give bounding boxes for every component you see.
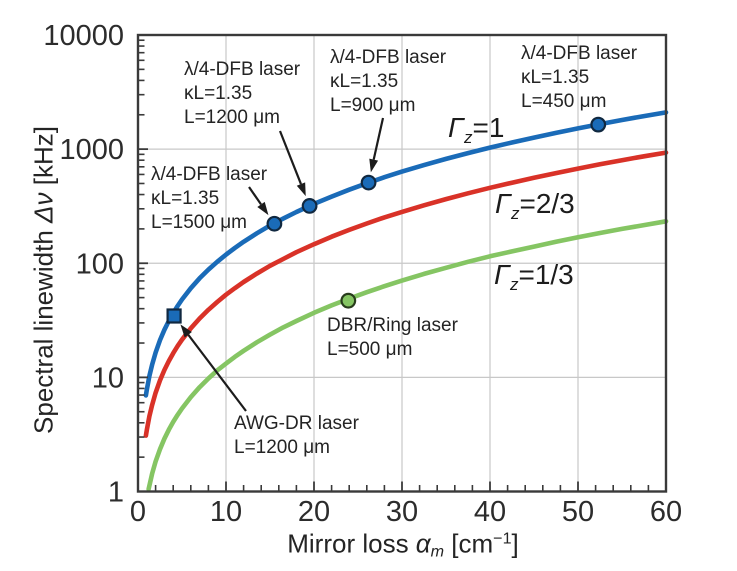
x-tick-label: 20 [298, 496, 330, 528]
gamma-subscript: z [463, 128, 473, 147]
data-marker-circle [301, 198, 318, 214]
x-tick-label: 0 [130, 496, 146, 528]
x-tick-label: 60 [650, 496, 682, 528]
x-axis-unit-open: [cm [444, 528, 494, 559]
annotation-arrowhead [257, 201, 269, 216]
y-axis-title-symbol: Δν [28, 192, 59, 223]
annotation-arrow [278, 130, 302, 185]
curve-label-gamma-1: Γz=1 [448, 112, 504, 148]
annotation-line: κL=1.35 [330, 71, 399, 92]
annotation-line: L=1200 μm [184, 107, 280, 128]
y-tick-label: 1000 [59, 134, 124, 166]
annotation-line: L=900 μm [330, 95, 416, 116]
annotation-arrow [248, 186, 262, 206]
y-axis-title: Spectral linewidth Δν [kHz] [29, 126, 60, 434]
annotation-line: κL=1.35 [151, 188, 220, 209]
gamma-value: =1/3 [518, 259, 574, 290]
data-marker-circle [340, 292, 357, 309]
annotation-dfb-1200: λ/4-DFB laser κL=1.35 L=1200 μm [184, 58, 300, 130]
y-tick-label: 10 [92, 362, 124, 394]
x-axis-title-text: Mirror loss [287, 528, 416, 559]
data-marker-circle [266, 215, 283, 232]
annotation-arrowhead [369, 158, 379, 173]
gamma-symbol: Γ [448, 112, 464, 143]
annotation-line: DBR/Ring laser [327, 315, 458, 336]
annotation-line: κL=1.35 [521, 67, 590, 88]
annotation-arrowhead [296, 182, 306, 197]
x-tick-label: 50 [562, 496, 594, 528]
gamma-subscript: z [510, 204, 520, 223]
x-tick-label: 40 [474, 496, 506, 528]
gamma-subscript: z [509, 275, 519, 294]
x-axis-unit-close: ] [511, 528, 519, 559]
y-axis-title-text: Spectral linewidth [28, 222, 59, 434]
series-curve-2 [146, 219, 669, 492]
data-marker-circle [360, 174, 377, 191]
annotation-arrow [187, 334, 247, 412]
annotation-line: λ/4-DFB laser [184, 59, 301, 80]
gamma-symbol: Γ [494, 259, 510, 290]
annotation-line: L=500 μm [327, 339, 413, 360]
annotation-dbr-ring: DBR/Ring laser L=500 μm [327, 314, 458, 362]
annotation-line: κL=1.35 [184, 83, 253, 104]
annotation-dfb-900: λ/4-DFB laser κL=1.35 L=900 μm [330, 46, 446, 118]
data-marker-circle [590, 116, 607, 133]
x-axis-title: Mirror loss αm [cm−1] [287, 529, 519, 562]
alpha-symbol: α [415, 528, 431, 559]
annotation-arrowhead [180, 324, 192, 338]
curve-label-gamma-2-3: Γz=2/3 [495, 188, 575, 224]
y-axis-title-unit: [kHz] [28, 126, 59, 193]
data-marker-square [166, 308, 182, 324]
annotation-line: AWG-DR laser [234, 413, 359, 434]
annotation-dfb-1500: λ/4-DFB laser κL=1.35 L=1500 μm [151, 163, 267, 235]
x-axis-unit-exponent: −1 [493, 529, 512, 548]
annotation-line: L=450 μm [521, 91, 607, 112]
annotation-dfb-450: λ/4-DFB laser κL=1.35 L=450 μm [521, 42, 637, 114]
annotation-line: λ/4-DFB laser [521, 43, 638, 64]
curve-label-gamma-1-3: Γz=1/3 [494, 259, 574, 295]
alpha-subscript: m [430, 542, 445, 561]
annotation-line: L=1500 μm [151, 212, 247, 233]
annotation-line: λ/4-DFB laser [151, 164, 268, 185]
annotation-line: λ/4-DFB laser [330, 47, 447, 68]
x-tick-label: 30 [386, 496, 418, 528]
y-tick-label: 10000 [43, 20, 124, 52]
gamma-symbol: Γ [495, 188, 511, 219]
annotation-awg-dr: AWG-DR laser L=1200 μm [234, 412, 359, 460]
annotation-line: L=1200 μm [234, 437, 330, 458]
gamma-value: =1 [472, 112, 505, 143]
y-tick-label: 1 [108, 477, 124, 509]
plot-frame [136, 33, 668, 493]
gamma-value: =2/3 [519, 188, 575, 219]
annotation-arrow [372, 117, 385, 160]
series-curve-1 [143, 150, 669, 438]
y-tick-label: 100 [76, 248, 124, 280]
x-tick-label: 10 [210, 496, 242, 528]
